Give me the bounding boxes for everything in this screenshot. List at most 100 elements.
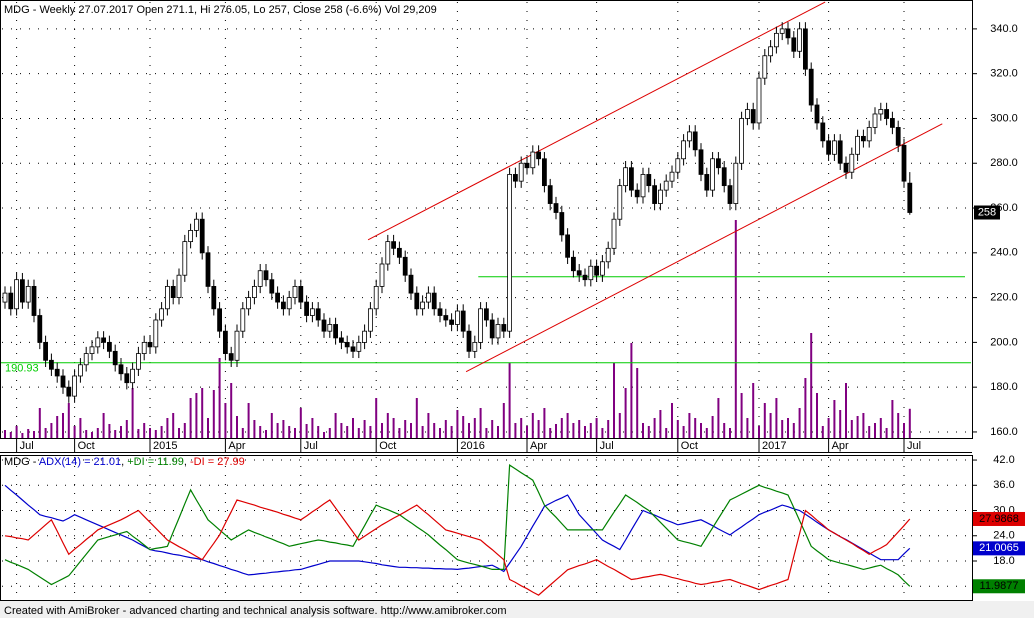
volume-bar [323, 432, 325, 438]
volume-bar [560, 418, 563, 438]
candle-body [808, 68, 814, 106]
candle-body [338, 337, 344, 343]
candle-body [489, 319, 495, 339]
x-tick-label: Oct [379, 440, 396, 452]
candle-body [425, 292, 431, 303]
legend-entry: +DI = 11.99 [127, 456, 184, 468]
candle-body [513, 174, 518, 182]
last-value-box [973, 579, 1025, 594]
volume-bar [607, 420, 610, 438]
candle-body [745, 109, 750, 119]
volume-bar [537, 420, 540, 438]
volume-bar [50, 423, 53, 438]
y-tick-label: 200.0 [990, 336, 1018, 348]
x-tick-label: Jul [304, 440, 318, 452]
volume-bar [531, 413, 534, 438]
volume-bar [137, 429, 140, 438]
volume-bar [62, 413, 64, 438]
candle-body [182, 241, 188, 276]
candle-body [861, 135, 866, 142]
candle-body [315, 308, 321, 321]
candle-body [779, 28, 785, 34]
volume-bar [891, 400, 894, 438]
volume-bar [114, 430, 117, 438]
candle-body [687, 131, 692, 142]
volume-bar [723, 423, 726, 438]
volume-bar [56, 416, 59, 438]
volume-bar [613, 363, 615, 438]
volume-bar [821, 426, 824, 438]
candle-body [733, 162, 739, 204]
x-tick-label: Apr [832, 440, 849, 452]
x-tick-label: 2015 [153, 440, 177, 452]
candle-body [408, 274, 414, 294]
volume-bar [450, 426, 453, 438]
candle-body [837, 140, 843, 164]
candle-body [414, 292, 420, 310]
candle-body [704, 174, 710, 191]
candle-body [721, 167, 727, 187]
volume-bar [154, 430, 157, 438]
candle-body [890, 118, 895, 128]
candle-body [170, 286, 176, 298]
candle-body [454, 310, 460, 325]
volume-bar [195, 393, 198, 438]
volume-bar [618, 413, 621, 438]
candle-body [153, 319, 159, 348]
candle-body [217, 308, 223, 332]
candle-body [681, 140, 686, 160]
volume-bar [381, 423, 383, 438]
volume-bar [589, 423, 592, 438]
candle-body [768, 46, 773, 57]
candle-body [89, 346, 95, 354]
volume-bar [265, 430, 267, 438]
candle-body [402, 256, 408, 276]
volume-bar [346, 426, 349, 438]
candle-body [571, 256, 576, 272]
volume-bar [357, 428, 360, 438]
candle-body [205, 252, 211, 287]
candle-body [124, 373, 130, 384]
volume-bar [775, 398, 778, 438]
candle-body [814, 104, 820, 124]
volume-bar [236, 416, 238, 438]
volume-bar [247, 403, 250, 438]
candle-body [385, 241, 391, 265]
candle-body [640, 174, 646, 198]
volume-bar [27, 429, 30, 438]
volume-bar [398, 428, 401, 438]
candle-body [286, 297, 292, 310]
volume-bar [798, 408, 801, 438]
volume-bar [294, 428, 296, 438]
volume-bar [439, 428, 441, 438]
volume-bar [711, 416, 714, 438]
volume-bar [752, 383, 755, 438]
volume-bar [462, 416, 465, 438]
volume-bar [131, 388, 134, 438]
candle-body [907, 182, 913, 213]
candle-body [391, 241, 397, 249]
x-tick-label: Jul [600, 440, 614, 452]
candle-body [72, 375, 77, 397]
candle-body [594, 265, 599, 276]
volume-bar [311, 418, 314, 438]
level-label: 190.93 [5, 363, 39, 375]
volume-bar [879, 418, 882, 438]
candle-body [524, 162, 530, 169]
candle-body [188, 230, 194, 243]
candle-body [895, 127, 901, 146]
volume-bar [404, 420, 407, 438]
volume-bar [427, 413, 430, 438]
volume-bar [456, 410, 459, 438]
y-tick-label: 24.0 [993, 530, 1014, 542]
volume-bar [172, 413, 175, 438]
volume-bar [67, 403, 70, 438]
volume-bar [671, 403, 673, 438]
volume-bar [578, 420, 581, 438]
volume-bar [468, 423, 470, 438]
volume-bar [415, 398, 418, 438]
volume-bar [827, 418, 830, 438]
candle-body [101, 337, 106, 343]
volume-bar [630, 343, 633, 438]
